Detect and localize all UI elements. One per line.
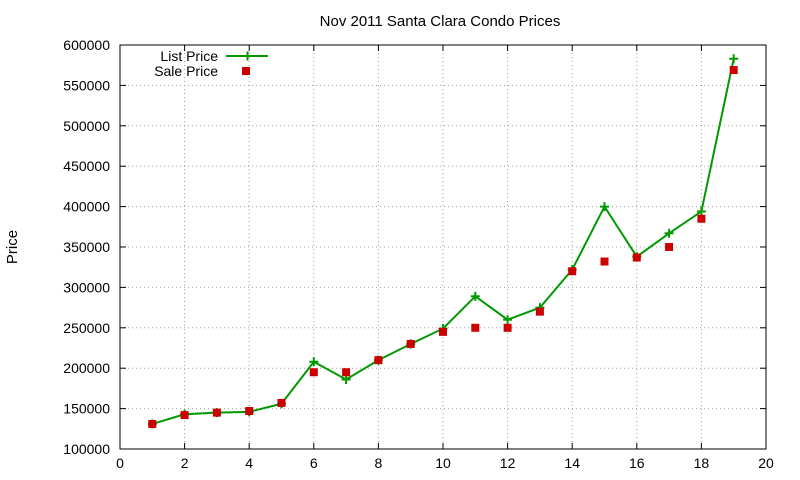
sale-price-point [665, 243, 674, 251]
x-tick-label: 12 [500, 455, 516, 471]
y-tick-label: 550000 [63, 77, 110, 93]
sale-price-point [568, 267, 577, 276]
sale-price-point [245, 407, 254, 416]
y-tick-label: 500000 [63, 118, 110, 134]
y-tick-label: 450000 [63, 158, 110, 174]
sale-price-point [600, 257, 609, 266]
y-tick-label: 250000 [63, 320, 110, 336]
list-price-point [470, 291, 480, 301]
sale-price-point [180, 411, 189, 420]
y-tick-label: 100000 [63, 441, 110, 457]
x-tick-label: 20 [758, 455, 774, 471]
list-price-point [503, 315, 513, 325]
x-tick-label: 8 [375, 455, 383, 471]
x-tick-label: 14 [564, 455, 580, 471]
y-tick-label: 300000 [63, 279, 110, 295]
sale-price-point [309, 368, 318, 377]
sale-price-point [471, 323, 480, 332]
x-tick-label: 10 [435, 455, 451, 471]
sale-price-point [374, 356, 383, 365]
y-tick-label: 400000 [63, 199, 110, 215]
x-tick-label: 4 [245, 455, 253, 471]
y-tick-label: 350000 [63, 239, 110, 255]
x-tick-label: 16 [629, 455, 645, 471]
x-tick-label: 0 [116, 455, 124, 471]
sale-price-point [729, 66, 738, 75]
list-price-point [600, 202, 609, 212]
grid [120, 45, 766, 449]
chart-title: Nov 2011 Santa Clara Condo Prices [320, 13, 561, 30]
list-price-point [664, 228, 674, 238]
legend-marker-sale-price [242, 67, 250, 75]
sale-price-point [148, 419, 157, 428]
sale-price-point [632, 253, 641, 262]
x-tick-label: 2 [181, 455, 189, 471]
y-tick-label: 200000 [63, 360, 110, 376]
sale-price-point [503, 323, 512, 332]
sale-price-point [439, 327, 447, 336]
axes: 0 2 4 6 8 10 12 14 16 18 20 100000 150000 200000 25000… [63, 37, 774, 471]
list-price-point [309, 357, 319, 367]
y-tick-label: 150000 [63, 401, 110, 417]
sale-price-point [342, 368, 351, 377]
legend-label-list-price: List Price [160, 48, 218, 64]
sale-price-point [535, 307, 544, 316]
y-axis-label: Price [4, 230, 21, 264]
sale-price-point [697, 214, 706, 223]
list-price-point [696, 206, 706, 216]
sale-price-point [406, 339, 415, 348]
x-tick-label: 6 [310, 455, 318, 471]
sale-price-point [277, 398, 286, 407]
series-layer [147, 54, 739, 429]
y-tick-label: 600000 [63, 37, 110, 53]
legend-label-sale-price: Sale Price [154, 63, 218, 79]
list-price-point [729, 54, 739, 64]
sale-price-point [212, 408, 221, 417]
list-price-point [341, 375, 351, 385]
x-tick-label: 18 [694, 455, 710, 471]
